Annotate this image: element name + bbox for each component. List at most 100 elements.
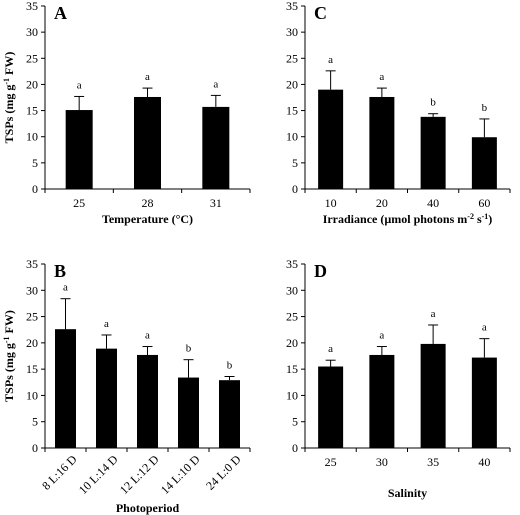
bar xyxy=(65,110,93,189)
y-tick-label: 35 xyxy=(26,0,38,13)
x-axis-title: Salinity xyxy=(388,486,427,500)
significance-letter: a xyxy=(482,322,487,334)
y-tick-label: 0 xyxy=(32,182,38,196)
y-axis-title-part: TSPs (mg g xyxy=(2,85,16,144)
x-axis-title: Irradiance (µmol photons m-2 s-1) xyxy=(323,212,493,227)
y-axis-title: TSPs (mg g-1 FW) xyxy=(2,310,17,402)
y-tick-label: 35 xyxy=(286,257,298,271)
bar xyxy=(137,354,158,448)
y-tick-label: 10 xyxy=(286,130,298,144)
panel-b: 0 5 10 15 20 25 30 35 a 8 L:16 D a 10 L:14 D a 12 L:1… xyxy=(2,257,251,515)
significance-letter: a xyxy=(379,71,384,83)
x-tick-label: 10 L:14 D xyxy=(76,452,121,497)
bar xyxy=(55,329,76,448)
y-tick-label: 30 xyxy=(26,25,38,39)
y-tick-label: 5 xyxy=(32,415,38,429)
y-tick-label: 0 xyxy=(292,441,298,455)
bar xyxy=(369,96,395,189)
significance-letter: b xyxy=(186,343,192,355)
bar xyxy=(96,348,117,448)
significance-letter: a xyxy=(77,79,82,91)
y-tick-label: 15 xyxy=(26,362,38,376)
y-tick-label: 35 xyxy=(26,257,38,271)
significance-letter: a xyxy=(431,308,436,320)
y-tick-label: 25 xyxy=(286,51,298,65)
x-axis-title-part: s xyxy=(474,212,482,226)
y-tick-label: 0 xyxy=(292,182,298,196)
panel-a: 0 5 10 15 20 25 30 35 a 25 a 28 a 31 A Temperature (°C)… xyxy=(2,0,251,226)
significance-letter: b xyxy=(430,97,436,109)
panel-letter: A xyxy=(54,3,67,23)
y-tick-label: 10 xyxy=(286,388,298,402)
y-axis-title: TSPs (mg g-1 FW) xyxy=(2,52,17,144)
x-axis-title-superscript: -2 xyxy=(467,212,474,221)
x-tick-label: 12 L:12 D xyxy=(117,452,162,497)
y-axis-title-part: FW) xyxy=(2,310,16,336)
y-tick-label: 30 xyxy=(286,283,298,297)
y-tick-label: 5 xyxy=(292,415,298,429)
x-tick-label: 14 L:10 D xyxy=(158,452,203,497)
bar xyxy=(420,116,446,189)
x-tick-label: 28 xyxy=(142,196,154,210)
x-tick-label: 31 xyxy=(210,196,222,210)
y-axis-title-superscript: -1 xyxy=(2,78,11,85)
y-axis-title-superscript: -1 xyxy=(2,336,11,343)
significance-letter: a xyxy=(145,330,150,342)
bar xyxy=(420,343,446,448)
x-tick-label: 8 L:16 D xyxy=(39,452,80,493)
significance-letter: a xyxy=(328,54,333,66)
significance-letter: a xyxy=(63,282,68,294)
x-axis-title-superscript: -1 xyxy=(482,212,489,221)
bar xyxy=(471,137,497,189)
bar xyxy=(134,96,161,189)
y-tick-label: 10 xyxy=(26,130,38,144)
y-tick-label: 10 xyxy=(26,388,38,402)
x-tick-label: 24 L:0 D xyxy=(203,452,244,493)
y-tick-label: 25 xyxy=(286,310,298,324)
y-tick-label: 15 xyxy=(286,104,298,118)
x-tick-label: 25 xyxy=(325,455,337,469)
y-axis-title-part: FW) xyxy=(2,52,16,78)
x-tick-label: 10 xyxy=(325,196,337,210)
x-tick-label: 25 xyxy=(73,196,85,210)
y-tick-label: 15 xyxy=(286,362,298,376)
y-tick-label: 30 xyxy=(26,283,38,297)
significance-letter: a xyxy=(145,71,150,83)
x-axis-title-part: Irradiance (µmol photons m xyxy=(323,212,468,226)
y-tick-label: 20 xyxy=(26,77,38,91)
y-tick-label: 5 xyxy=(32,156,38,170)
significance-letter: b xyxy=(482,102,488,114)
panel-c: 0 5 10 15 20 25 30 35 a 10 a 20 b 40 b 60 C Irradiance (µ… xyxy=(286,0,511,227)
bar xyxy=(219,380,240,448)
significance-letter: a xyxy=(213,78,218,90)
bar xyxy=(178,377,199,448)
y-axis-title-part: TSPs (mg g xyxy=(2,343,16,402)
panel-letter: B xyxy=(54,261,66,281)
y-tick-label: 30 xyxy=(286,25,298,39)
y-tick-label: 25 xyxy=(26,310,38,324)
bar xyxy=(369,354,395,448)
y-tick-label: 25 xyxy=(26,51,38,65)
bar xyxy=(318,89,344,189)
y-tick-label: 35 xyxy=(286,0,298,13)
x-tick-label: 20 xyxy=(376,196,388,210)
panel-letter: C xyxy=(314,3,327,23)
x-axis-title-part: ) xyxy=(488,212,492,226)
x-axis-title: Photoperiod xyxy=(116,501,180,515)
significance-letter: a xyxy=(379,330,384,342)
bar xyxy=(318,366,344,448)
significance-letter: a xyxy=(328,343,333,355)
y-tick-label: 5 xyxy=(292,156,298,170)
y-tick-label: 20 xyxy=(26,336,38,350)
bar xyxy=(202,106,230,189)
panel-letter: D xyxy=(314,261,327,281)
y-tick-label: 15 xyxy=(26,104,38,118)
y-tick-label: 20 xyxy=(286,77,298,91)
panel-d: 0 5 10 15 20 25 30 35 a 25 a 30 a 35 a 40 D Salinity xyxy=(286,257,511,500)
x-tick-label: 35 xyxy=(427,455,439,469)
significance-letter: a xyxy=(104,318,109,330)
bar xyxy=(471,357,497,448)
x-tick-label: 40 xyxy=(427,196,439,210)
y-tick-label: 0 xyxy=(32,441,38,455)
